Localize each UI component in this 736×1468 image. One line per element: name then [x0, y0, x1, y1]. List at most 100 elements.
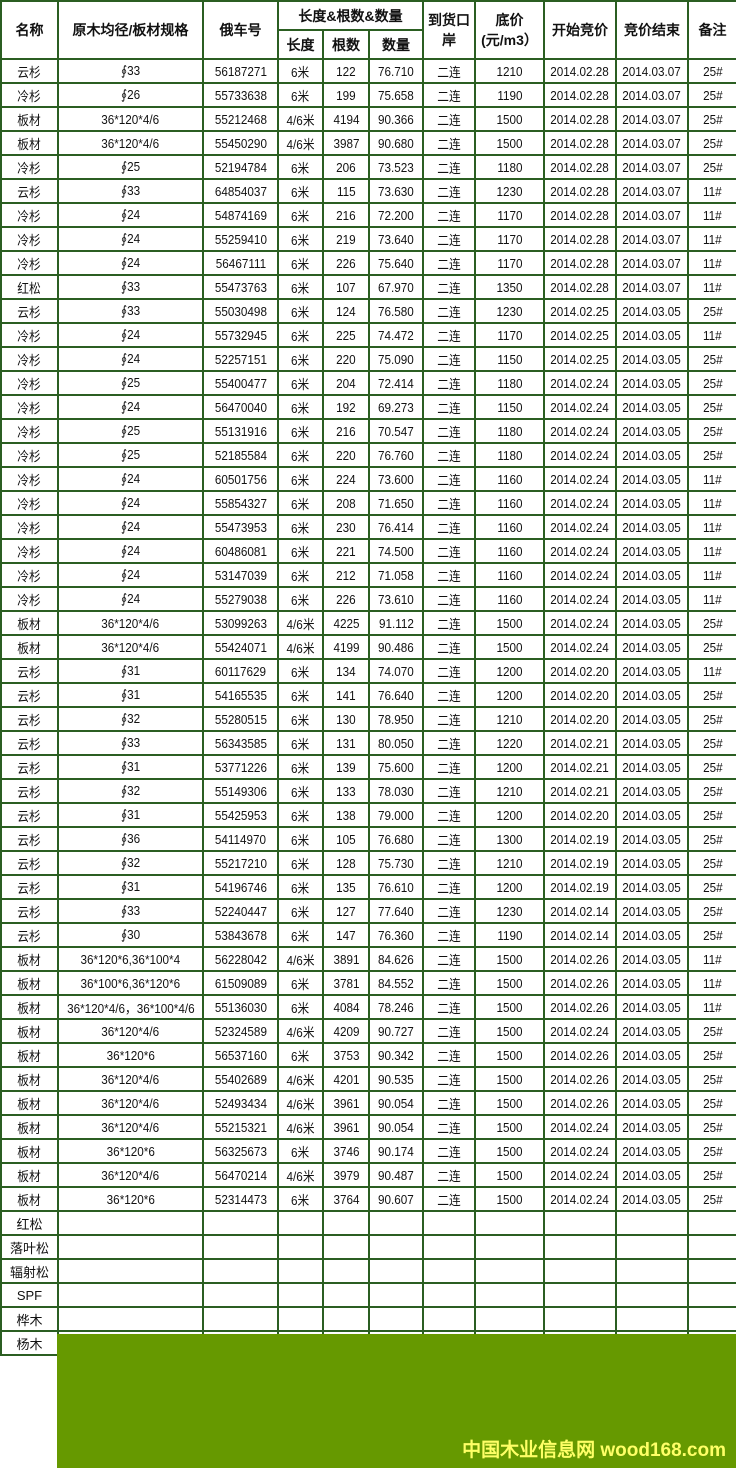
cell-count: 4194	[322, 106, 370, 132]
cell-start: 2014.02.28	[543, 250, 618, 276]
cell-text: 74.070	[378, 663, 414, 679]
cell-port: 二连	[422, 610, 477, 636]
cell-text: 60117629	[214, 663, 267, 679]
cell-text: 71.058	[378, 567, 414, 583]
cell-spec: ∮33	[57, 274, 204, 300]
cell-name: 冷杉	[0, 322, 59, 348]
cell-start: 2014.02.20	[543, 802, 618, 828]
cell-text: 115	[336, 183, 356, 199]
cell-text: 1500	[496, 639, 523, 655]
cell-spec	[57, 1306, 204, 1332]
cell-start: 2014.02.26	[543, 1090, 618, 1116]
cell-text: 冷杉	[17, 328, 42, 344]
cell-note: 25#	[687, 1186, 736, 1212]
cell-text: 2014.02.26	[550, 1095, 610, 1111]
cell-text: 4/6米	[286, 1168, 315, 1184]
cell-text: 6米	[291, 568, 310, 584]
cell-text: 2014.03.05	[622, 303, 682, 319]
cell-price: 1500	[474, 946, 546, 972]
cell-end: 2014.03.07	[615, 202, 690, 228]
cell-port: 二连	[422, 874, 477, 900]
table-row: 冷杉 ∮24 60486081 6米 221 74.500 二连 1160 2014.02.24…	[0, 538, 736, 564]
cell-note: 25#	[687, 610, 736, 636]
cell-car: 60117629	[202, 658, 279, 684]
cell-text: 二连	[437, 1120, 461, 1136]
cell-port: 二连	[422, 802, 477, 828]
cell-car: 55212468	[202, 106, 279, 132]
cell-volume: 75.090	[367, 346, 425, 372]
cell-port: 二连	[422, 994, 477, 1020]
cell-name: 杨木	[0, 1330, 59, 1356]
cell-text: 云杉	[17, 856, 42, 872]
cell-name: 冷杉	[0, 418, 59, 444]
cell-start: 2014.02.26	[543, 1042, 618, 1068]
cell-text: 36*120*6	[106, 1047, 155, 1063]
cell-name: 云杉	[0, 754, 59, 780]
cell-text: 90.174	[378, 1143, 414, 1159]
cell-text: 云杉	[17, 688, 42, 704]
cell-start: 2014.02.24	[543, 1186, 618, 1212]
table-row: 板材 36*120*4/6 55424071 4/6米 4199 90.486 二连 1500…	[0, 634, 736, 660]
cell-text: 70.547	[378, 423, 414, 439]
cell-text: 56467111	[215, 255, 266, 271]
cell-name: 冷杉	[0, 250, 59, 276]
cell-car	[202, 1258, 279, 1284]
cell-text: ∮31	[120, 687, 141, 702]
cell-text: 6米	[291, 760, 310, 776]
cell-port: 二连	[422, 178, 477, 204]
cell-text: ∮25	[120, 447, 141, 462]
cell-car: 55131916	[202, 418, 279, 444]
cell-count: 3781	[322, 970, 370, 996]
cell-end: 2014.03.05	[615, 682, 690, 708]
cell-spec: 36*120*4/6	[57, 1018, 204, 1044]
cell-text: 2014.02.28	[550, 135, 610, 151]
cell-text: 1150	[496, 399, 523, 415]
cell-text: 2014.02.24	[550, 567, 610, 583]
cell-port: 二连	[422, 922, 477, 948]
table-row: 冷杉 ∮25 52185584 6米 220 76.760 二连 1180 2014.02.24…	[0, 442, 736, 468]
cell-length: 6米	[277, 898, 324, 924]
cell-port: 二连	[422, 1114, 477, 1140]
cell-count: 138	[322, 802, 370, 828]
cell-length: 4/6米	[277, 1066, 324, 1092]
cell-end: 2014.03.05	[615, 346, 690, 372]
cell-car: 55149306	[202, 778, 279, 804]
cell-start: 2014.02.21	[543, 730, 618, 756]
cell-length: 6米	[277, 1186, 324, 1212]
cell-text: 25#	[702, 807, 723, 823]
cell-text: 75.658	[378, 87, 414, 103]
cell-text: 216	[336, 423, 356, 439]
cell-spec: ∮24	[57, 514, 204, 540]
cell-start: 2014.02.24	[543, 1018, 618, 1044]
cell-text: 6米	[291, 688, 310, 704]
cell-price: 1200	[474, 802, 546, 828]
cell-port: 二连	[422, 58, 477, 84]
cell-port	[422, 1234, 477, 1260]
cell-count: 216	[322, 202, 370, 228]
cell-text: 2014.02.28	[550, 63, 610, 79]
cell-name: 云杉	[0, 178, 59, 204]
cell-volume: 90.054	[367, 1114, 425, 1140]
cell-count: 221	[322, 538, 370, 564]
cell-price: 1230	[474, 898, 546, 924]
cell-start: 2014.02.28	[543, 58, 618, 84]
header-count: 根数	[322, 29, 370, 60]
cell-note: 25#	[687, 754, 736, 780]
cell-text: 云杉	[17, 904, 42, 920]
cell-spec: 36*120*4/6，36*100*4/6	[57, 994, 204, 1020]
cell-end: 2014.03.05	[615, 370, 690, 396]
cell-name: 板材	[0, 106, 59, 132]
cell-text: 1170	[496, 327, 523, 343]
cell-volume: 90.486	[367, 634, 425, 660]
cell-text: 6米	[291, 784, 310, 800]
cell-text: 二连	[437, 784, 461, 800]
cell-text: 板材	[17, 1192, 42, 1208]
cell-note: 25#	[687, 850, 736, 876]
cell-text: 36*120*6,36*100*4	[80, 951, 181, 967]
cell-port: 二连	[422, 418, 477, 444]
cell-port: 二连	[422, 250, 477, 276]
cell-text: 199	[336, 87, 356, 103]
cell-text: 36*120*4/6	[101, 135, 160, 151]
cell-car: 54874169	[202, 202, 279, 228]
cell-name: 板材	[0, 994, 59, 1020]
